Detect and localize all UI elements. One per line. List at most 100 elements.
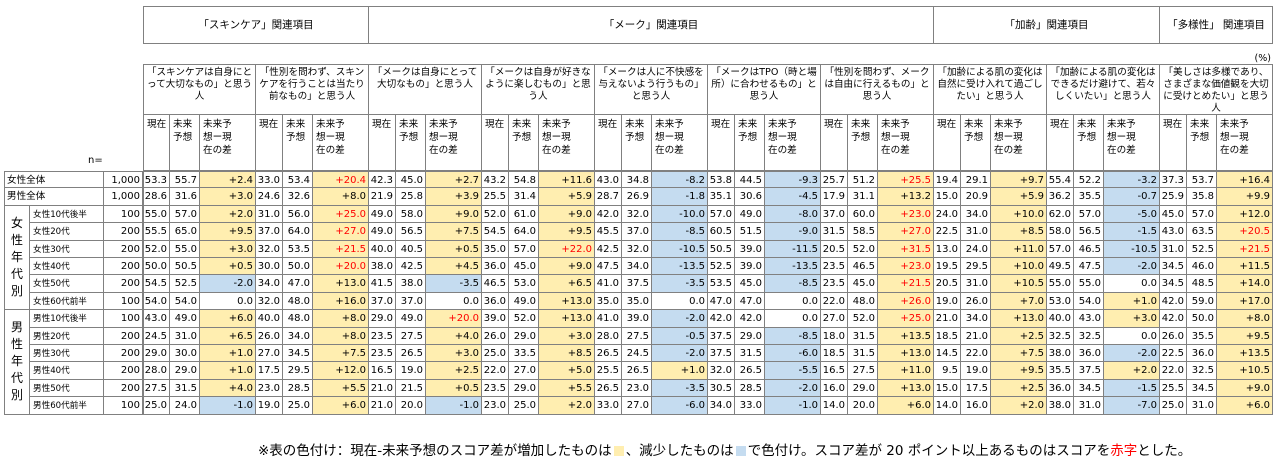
diff-cell: +4.0 xyxy=(426,327,482,345)
current-cell: 37.0 xyxy=(256,223,283,241)
group-label: 男 性 年 代 別 xyxy=(4,310,30,415)
current-cell: 16.5 xyxy=(369,362,396,380)
future-cell: 19.0 xyxy=(396,362,426,380)
future-cell: 57.0 xyxy=(509,240,539,258)
diff-cell: +2.5 xyxy=(991,327,1047,345)
current-cell: 54.5 xyxy=(482,223,509,241)
current-cell: 14.0 xyxy=(821,397,848,415)
current-cell: 36.0 xyxy=(482,292,509,311)
metric-header: 未来予 想ー現 在の差 xyxy=(426,115,482,171)
current-cell: 42.0 xyxy=(1160,292,1187,311)
current-cell: 23.0 xyxy=(482,397,509,415)
current-cell: 24.5 xyxy=(143,327,170,345)
future-cell: 34.5 xyxy=(1074,379,1104,398)
diff-cell: +9.0 xyxy=(1217,379,1273,398)
diff-cell: -8.5 xyxy=(765,327,821,345)
current-cell: 50.5 xyxy=(708,240,735,258)
diff-cell: +6.5 xyxy=(200,327,256,345)
future-cell: 29.5 xyxy=(283,362,313,380)
diff-cell: +2.7 xyxy=(426,171,482,189)
current-cell: 20.5 xyxy=(821,240,848,258)
future-cell: 57.0 xyxy=(1074,205,1104,224)
future-cell: 34.0 xyxy=(961,205,991,224)
current-cell: 38.0 xyxy=(369,258,396,276)
diff-cell: -2.0 xyxy=(652,345,708,363)
current-cell: 26.5 xyxy=(595,379,622,398)
current-cell: 43.0 xyxy=(143,310,170,328)
row-label: 女性30代 xyxy=(30,240,104,258)
diff-cell: +5.5 xyxy=(539,379,595,398)
diff-cell: +4.0 xyxy=(200,379,256,398)
future-cell: 52.0 xyxy=(848,240,878,258)
future-cell: 37.5 xyxy=(1074,362,1104,380)
future-cell: 30.0 xyxy=(170,345,200,363)
current-cell: 27.0 xyxy=(821,310,848,328)
current-cell: 27.0 xyxy=(256,345,283,363)
future-cell: 48.0 xyxy=(283,310,313,328)
diff-cell: +13.0 xyxy=(991,310,1047,328)
future-cell: 45.0 xyxy=(735,275,765,293)
future-cell: 55.0 xyxy=(170,240,200,258)
footnote: ※表の色付け：現在-未来予想のスコア差が増加したものは 、減少したものは で色付け。… xyxy=(258,443,1192,459)
current-cell: 34.0 xyxy=(708,397,735,415)
future-cell: 42.0 xyxy=(735,310,765,328)
diff-cell: +5.9 xyxy=(991,188,1047,206)
row-label: 男性50代 xyxy=(30,379,104,398)
current-cell: 26.0 xyxy=(482,327,509,345)
future-cell: 46.0 xyxy=(1187,258,1217,276)
current-cell: 32.5 xyxy=(1047,327,1074,345)
future-cell: 32.5 xyxy=(1187,362,1217,380)
future-cell: 39.0 xyxy=(735,258,765,276)
current-cell: 47.5 xyxy=(595,258,622,276)
group-header: 「スキンケア」関連項目 xyxy=(143,6,369,44)
future-cell: 31.0 xyxy=(170,327,200,345)
diff-cell: +13.5 xyxy=(1217,345,1273,363)
current-cell: 40.0 xyxy=(369,240,396,258)
diff-cell: +20.4 xyxy=(313,171,369,189)
current-cell: 9.5 xyxy=(934,362,961,380)
diff-cell: +3.9 xyxy=(426,188,482,206)
row-label: 女性50代 xyxy=(30,275,104,293)
current-cell: 15.0 xyxy=(934,379,961,398)
diff-cell: 0.0 xyxy=(426,292,482,311)
future-cell: 55.0 xyxy=(1074,275,1104,293)
diff-cell: +11.5 xyxy=(1217,258,1273,276)
diff-cell: -2.0 xyxy=(1104,258,1160,276)
future-cell: 29.5 xyxy=(961,258,991,276)
future-cell: 52.2 xyxy=(1074,171,1104,189)
future-cell: 34.0 xyxy=(283,327,313,345)
diff-cell: +9.5 xyxy=(200,223,256,241)
metric-header: 現在 xyxy=(1047,115,1074,171)
diff-cell: +6.0 xyxy=(200,310,256,328)
metric-header: 現在 xyxy=(256,115,283,171)
future-cell: 37.5 xyxy=(622,275,652,293)
current-cell: 32.0 xyxy=(256,292,283,311)
diff-cell: +25.5 xyxy=(878,171,934,189)
diff-cell: -9.3 xyxy=(765,171,821,189)
diff-cell: -3.5 xyxy=(652,379,708,398)
future-cell: 37.0 xyxy=(622,223,652,241)
diff-cell: -3.5 xyxy=(652,275,708,293)
diff-cell: +21.5 xyxy=(313,240,369,258)
group-label: 女 性 年 代 別 xyxy=(4,205,30,311)
diff-cell: +0.5 xyxy=(426,379,482,398)
current-cell: 38.0 xyxy=(1047,397,1074,415)
current-cell: 25.5 xyxy=(1160,379,1187,398)
future-cell: 31.4 xyxy=(509,188,539,206)
diff-cell: +23.0 xyxy=(878,258,934,276)
future-cell: 34.0 xyxy=(622,258,652,276)
future-cell: 32.0 xyxy=(622,205,652,224)
item-title: 「メークはTPO（時と場所）に合わせるもの」と思う人 xyxy=(708,64,821,115)
future-cell: 21.5 xyxy=(396,379,426,398)
current-cell: 23.5 xyxy=(369,345,396,363)
group-header: 「加齢」関連項目 xyxy=(934,6,1160,44)
future-cell: 31.5 xyxy=(848,345,878,363)
diff-cell: +20.0 xyxy=(313,258,369,276)
metric-header: 未来 予想 xyxy=(1187,115,1217,171)
item-title: 「メークは人に不快感を与えないよう行うもの」と思う人 xyxy=(595,64,708,115)
future-cell: 26.5 xyxy=(622,362,652,380)
future-cell: 53.7 xyxy=(1187,171,1217,189)
item-title: 「加齢による肌の変化はできるだけ避けて、若々しくいたい」と思う人 xyxy=(1047,64,1160,115)
diff-cell: -1.5 xyxy=(1104,379,1160,398)
current-cell: 33.0 xyxy=(256,171,283,189)
